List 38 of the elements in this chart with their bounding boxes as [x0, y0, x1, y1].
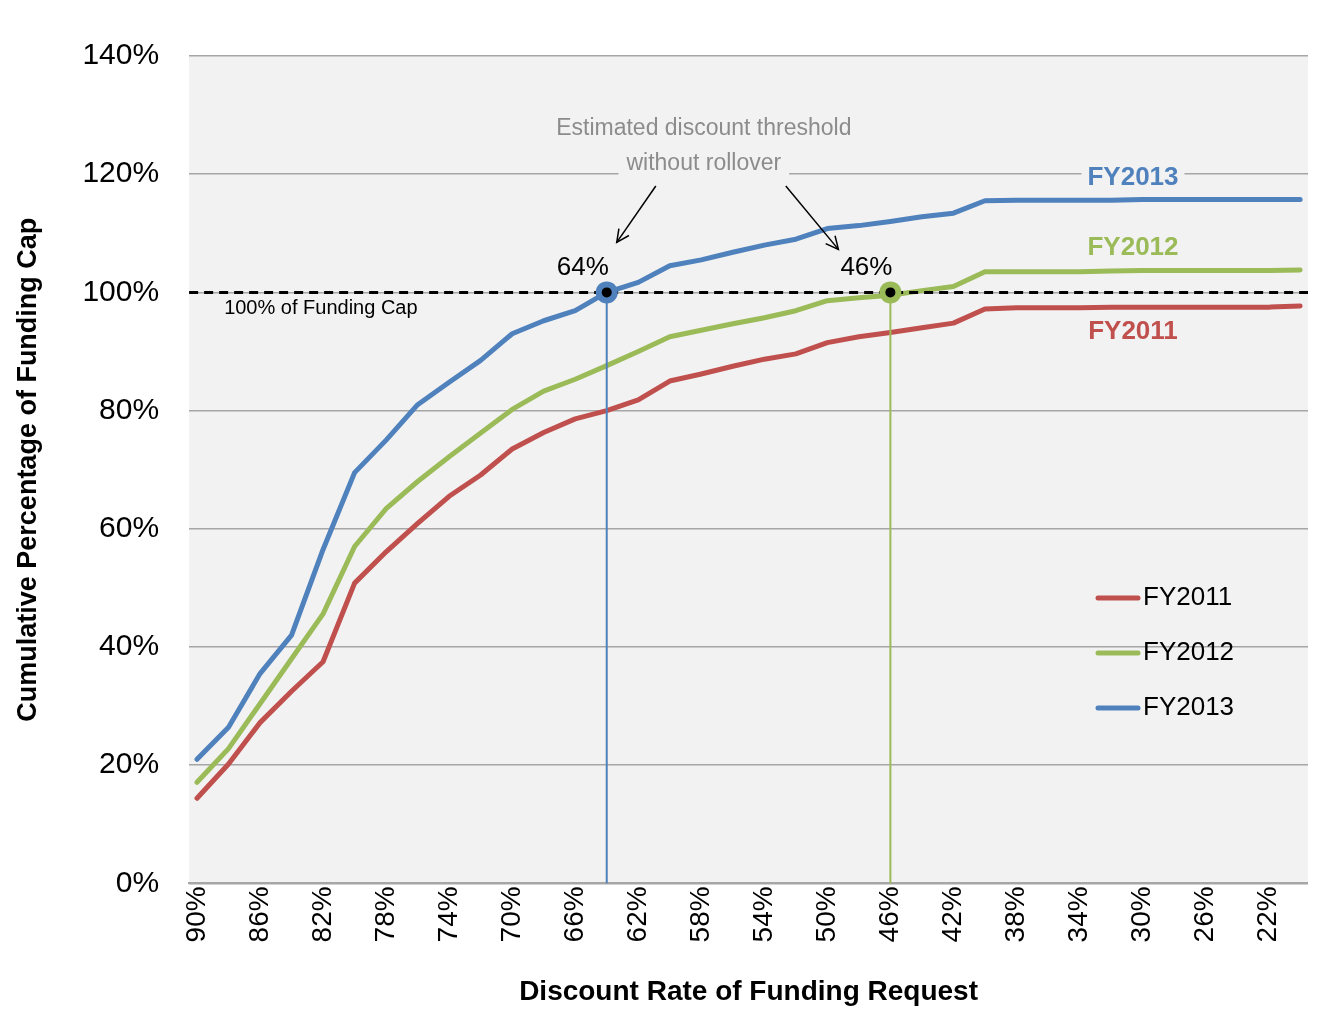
ref-line-label: 100% of Funding Cap: [224, 295, 418, 318]
x-tick-label: 38%: [999, 886, 1031, 943]
ref-line-label: 64%: [556, 250, 609, 281]
x-tick-label: 74%: [431, 886, 463, 943]
x-tick-label: 82%: [305, 886, 337, 943]
y-tick-label: 140%: [82, 37, 160, 71]
text: FY2013: [1087, 160, 1179, 191]
x-tick-label: 22%: [1251, 886, 1283, 943]
x-tick-label: 78%: [368, 886, 400, 943]
x-tick-label: 70%: [494, 886, 526, 943]
y-tick-label: 20%: [99, 746, 160, 780]
annotation: Estimated discount threshold without rollover: [556, 114, 852, 176]
legend-label: FY2013: [1143, 691, 1235, 722]
x-tick-label: 30%: [1125, 886, 1157, 943]
x-tick-label: 62%: [620, 886, 652, 943]
x-tick-label: 42%: [936, 886, 968, 943]
y-tick-label: 40%: [99, 628, 160, 662]
x-tick-label: 58%: [684, 886, 716, 943]
legend-label: FY2012: [1143, 636, 1235, 667]
x-tick-label: 90%: [179, 886, 211, 943]
x-tick-label: 46%: [873, 886, 905, 943]
y-tick-label: 120%: [82, 155, 160, 189]
legend-label: FY2011: [1143, 581, 1233, 612]
x-tick-label: 26%: [1188, 886, 1220, 943]
y-tick-label: 60%: [99, 510, 160, 544]
x-tick-label: 50%: [810, 886, 842, 943]
text: FY2011: [1088, 315, 1178, 346]
y-tick-label: 0%: [115, 864, 160, 898]
ref-line-label: 46%: [840, 250, 893, 281]
x-tick-label: 66%: [557, 886, 589, 943]
x-axis-title: Discount Rate of Funding Request: [519, 974, 979, 1006]
x-tick-label: 34%: [1062, 886, 1094, 943]
x-tick-label: 54%: [747, 886, 779, 943]
x-tick-label: 86%: [242, 886, 274, 943]
y-tick-label: 80%: [99, 391, 160, 425]
y-tick-label: 100%: [82, 273, 160, 307]
text: FY2012: [1087, 231, 1179, 262]
y-axis-title: Cumulative Percentage of Funding Cap: [11, 217, 42, 722]
